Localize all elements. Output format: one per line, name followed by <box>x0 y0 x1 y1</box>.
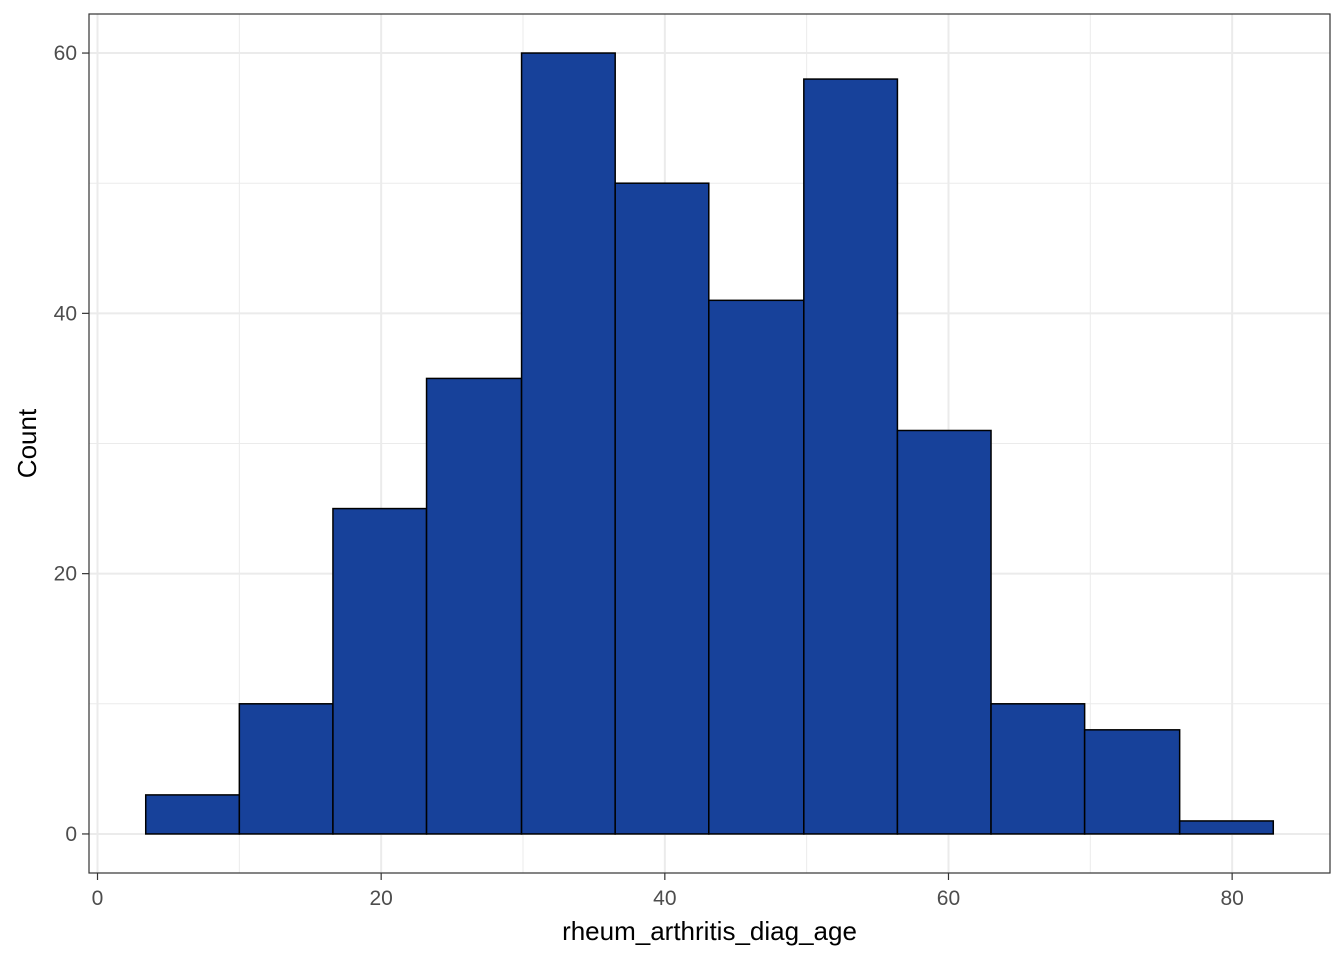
histogram-bar <box>708 299 805 835</box>
histogram-bar <box>144 794 241 835</box>
x-tick-label: 0 <box>92 887 104 910</box>
histogram-bar <box>1178 820 1275 835</box>
x-tick-label: 40 <box>653 887 676 910</box>
histogram-bar <box>1083 729 1181 835</box>
y-tick-label: 60 <box>54 42 77 65</box>
plot-border <box>88 13 1331 874</box>
histogram-bar <box>520 52 616 835</box>
y-tick-label: 40 <box>54 302 77 325</box>
x-axis-title: rheum_arthritis_diag_age <box>562 916 857 946</box>
histogram-bar <box>990 703 1086 835</box>
x-tick-label: 20 <box>369 887 392 910</box>
y-tick-label: 0 <box>65 823 77 846</box>
y-tick-label: 20 <box>54 563 77 586</box>
histogram-bar <box>896 429 992 835</box>
axis-ticks: 0 20 40 60 80 0 20 40 60 <box>54 42 1244 910</box>
histogram-bar <box>614 182 710 835</box>
y-axis-title: Count <box>12 408 42 478</box>
histogram-bar <box>425 377 523 835</box>
histogram-bar <box>238 703 334 835</box>
histogram-bar <box>332 507 428 835</box>
bars <box>144 52 1275 835</box>
x-tick-label: 60 <box>937 887 960 910</box>
x-tick-label: 80 <box>1220 887 1243 910</box>
histogram-bar <box>803 78 899 835</box>
